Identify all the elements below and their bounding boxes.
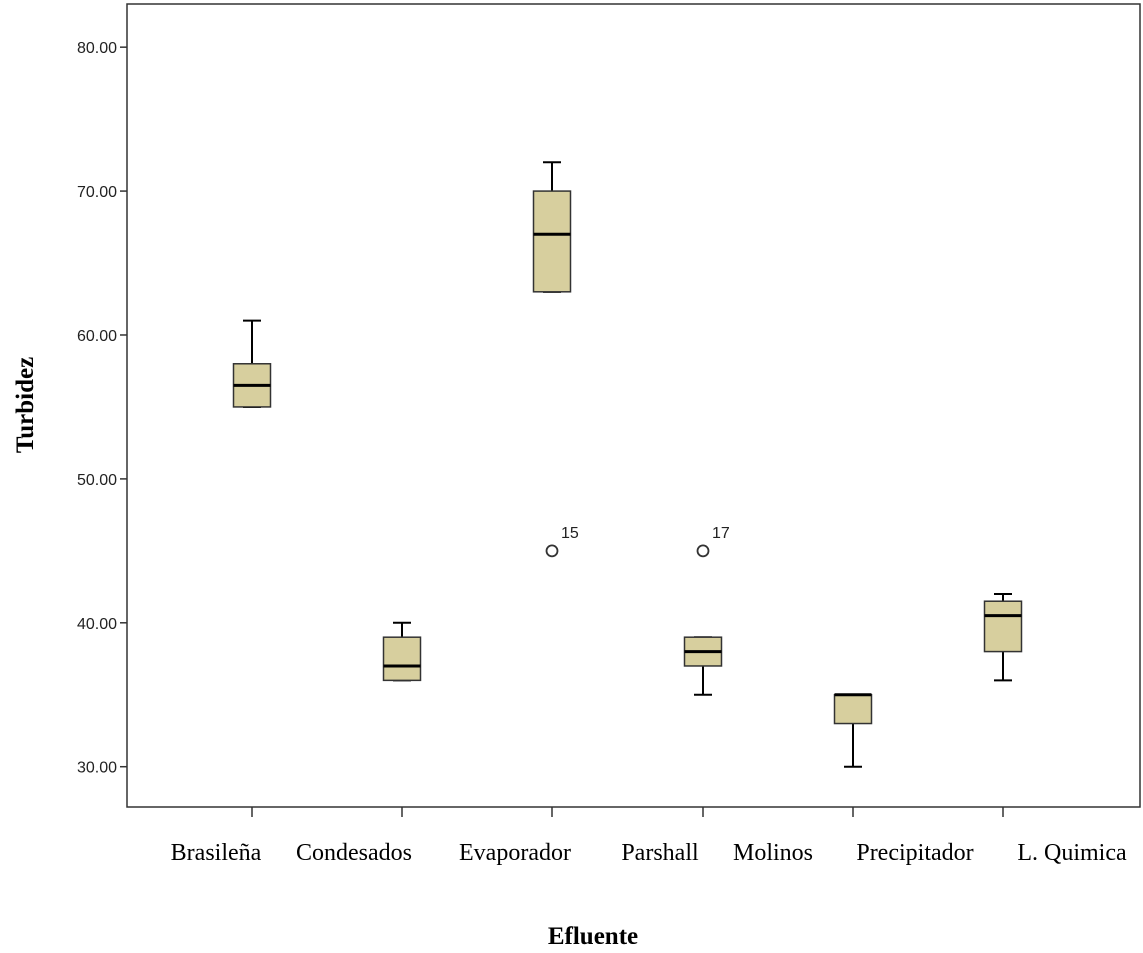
- y-axis: 30.00 40.00 50.00 60.00 70.00 80.00: [77, 40, 127, 777]
- category-label: Molinos: [733, 840, 813, 866]
- y-tick-label: 60.00: [77, 328, 117, 345]
- box-series: [232, 161, 1023, 768]
- x-axis: [251, 807, 1004, 817]
- y-axis-title: Turbidez: [12, 357, 39, 453]
- outlier-label: 15: [561, 525, 579, 542]
- box-2: [382, 621, 422, 682]
- box-body: [983, 600, 1023, 653]
- box-3: [532, 161, 572, 293]
- category-label: Brasileña: [171, 840, 262, 866]
- y-tick-label: 70.00: [77, 184, 117, 201]
- category-label: Condesados: [296, 840, 412, 866]
- outlier-series: 15 17: [545, 525, 730, 558]
- y-tick-label: 80.00: [77, 40, 117, 57]
- box-6: [983, 593, 1023, 682]
- box-4: [683, 636, 723, 696]
- plot-area: [126, 3, 1141, 808]
- category-label: L. Quimica: [1017, 840, 1127, 866]
- box-body: [382, 636, 422, 682]
- box-body: [833, 694, 873, 725]
- box-1: [232, 319, 272, 408]
- y-tick-label: 30.00: [77, 760, 117, 777]
- category-label: Precipitador: [856, 840, 973, 866]
- category-labels: Brasileña Condesados Evaporador Parshall Mol…: [171, 840, 1127, 866]
- box-body: [532, 190, 572, 293]
- y-tick-label: 40.00: [77, 616, 117, 633]
- category-label: Parshall: [621, 840, 699, 866]
- x-axis-title: Efluente: [548, 923, 638, 950]
- y-tick-label: 50.00: [77, 472, 117, 489]
- outlier-label: 17: [712, 525, 730, 542]
- outlier-point: [545, 544, 559, 558]
- box-5: [833, 693, 873, 768]
- outlier-point: [696, 544, 710, 558]
- category-label: Evaporador: [459, 840, 571, 866]
